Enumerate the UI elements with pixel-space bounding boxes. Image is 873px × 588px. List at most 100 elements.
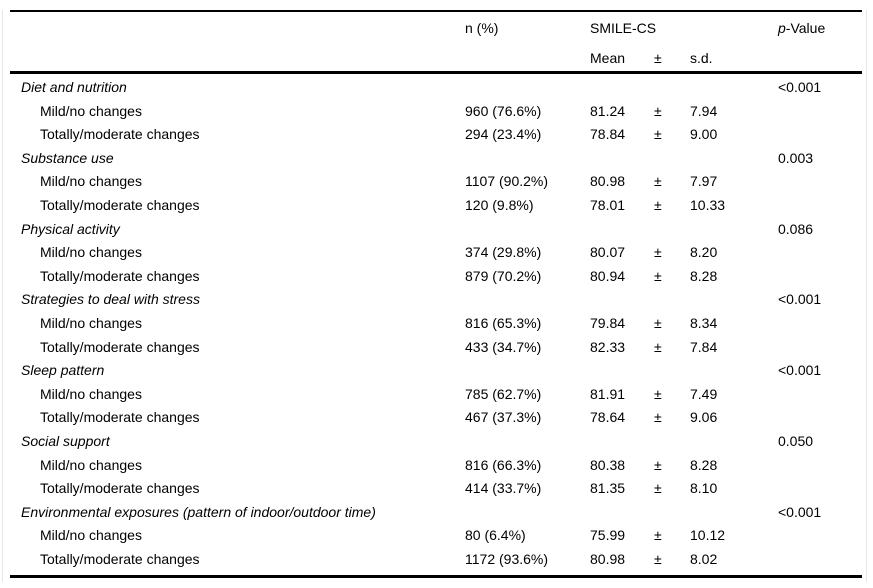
mean-value: 81.24 — [590, 102, 626, 119]
section-row: Substance use 0.003 — [0, 149, 873, 174]
n-value: 879 (70.2%) — [465, 267, 542, 284]
plus-minus-sign: ± — [654, 244, 662, 261]
section-label: Strategies to deal with stress — [21, 291, 200, 308]
p-value: <0.001 — [778, 362, 822, 379]
plus-minus-sign: ± — [654, 551, 662, 567]
column-header-group: SMILE-CS — [590, 20, 657, 36]
row-label: Totally/moderate changes — [40, 197, 200, 213]
p-value: 0.003 — [778, 149, 814, 166]
row-label: Mild/no changes — [40, 385, 142, 402]
n-value: 414 (33.7%) — [465, 480, 542, 497]
plus-minus-sign: ± — [654, 385, 662, 402]
mean-value: 80.38 — [590, 456, 626, 473]
row-label: Totally/moderate changes — [40, 409, 200, 426]
sd-value: 7.97 — [690, 173, 718, 190]
n-value: 816 (66.3%) — [465, 456, 542, 473]
column-header-n: n (%) — [465, 20, 499, 36]
data-row: Totally/moderate changes 294 (23.4%) 78.84… — [0, 127, 873, 150]
data-row: Totally/moderate changes 467 (37.3%) 78.64… — [0, 410, 873, 433]
data-row: Totally/moderate changes 433 (34.7%) 82.33… — [0, 338, 873, 363]
section-label: Diet and nutrition — [21, 79, 127, 95]
section-row: Sleep pattern <0.001 — [0, 363, 873, 386]
plus-minus-sign: ± — [654, 409, 662, 426]
section-label: Sleep pattern — [21, 362, 105, 379]
sd-value: 9.06 — [690, 409, 718, 426]
row-label: Mild/no changes — [40, 102, 142, 119]
plus-minus-sign: ± — [654, 173, 662, 190]
sd-value: 8.20 — [690, 244, 718, 261]
data-row: Totally/moderate changes 414 (33.7%) 81.35… — [0, 481, 873, 504]
row-label: Totally/moderate changes — [40, 551, 200, 567]
row-label: Totally/moderate changes — [40, 480, 200, 497]
mean-value: 80.98 — [590, 551, 626, 567]
mean-value: 82.33 — [590, 338, 626, 355]
sd-value: 8.10 — [690, 480, 718, 497]
n-value: 120 (9.8%) — [465, 197, 534, 213]
section-label: Environmental exposures (pattern of indo… — [21, 503, 376, 520]
plus-minus-sign: ± — [654, 197, 662, 213]
plus-minus-sign: ± — [654, 267, 662, 284]
n-value: 294 (23.4%) — [465, 126, 542, 143]
n-value: 80 (6.4%) — [465, 527, 526, 544]
sd-value: 7.49 — [690, 385, 718, 402]
row-label: Totally/moderate changes — [40, 267, 200, 284]
plus-minus-sign: ± — [654, 102, 662, 119]
column-header-mean: Mean — [590, 50, 626, 66]
plus-minus-sign: ± — [654, 315, 662, 331]
section-label: Social support — [21, 433, 110, 449]
row-label: Mild/no changes — [40, 244, 142, 261]
mean-value: 78.64 — [590, 409, 626, 426]
n-value: 433 (34.7%) — [465, 338, 542, 355]
sd-value: 9.00 — [690, 126, 718, 143]
plus-minus-sign: ± — [654, 527, 662, 544]
row-label: Mild/no changes — [40, 527, 142, 544]
mean-value: 80.98 — [590, 173, 626, 190]
plus-minus-sign: ± — [654, 126, 662, 143]
sd-value: 10.33 — [690, 197, 726, 213]
row-label: Totally/moderate changes — [40, 126, 200, 143]
column-header-pm: ± — [654, 50, 662, 66]
data-row: Mild/no changes 785 (62.7%) 81.91 ±7.49 — [0, 385, 873, 410]
table-header-rule — [10, 71, 862, 74]
data-row: Mild/no changes 80 (6.4%) 75.99 ±10.12 — [0, 528, 873, 551]
section-row: Strategies to deal with stress <0.001 — [0, 292, 873, 315]
mean-value: 80.94 — [590, 267, 626, 284]
row-label: Mild/no changes — [40, 173, 142, 190]
mean-value: 75.99 — [590, 527, 626, 544]
plus-minus-sign: ± — [654, 338, 662, 355]
p-value: <0.001 — [778, 79, 822, 95]
p-value: 0.086 — [778, 220, 814, 237]
n-value: 785 (62.7%) — [465, 385, 542, 402]
mean-value: 78.84 — [590, 126, 626, 143]
sd-value: 8.34 — [690, 315, 718, 331]
p-italic-letter: p — [778, 20, 786, 36]
sd-value: 7.94 — [690, 102, 718, 119]
row-label: Totally/moderate changes — [40, 338, 200, 355]
data-row: Mild/no changes 816 (66.3%) 80.38 ±8.28 — [0, 456, 873, 481]
sd-value: 8.28 — [690, 267, 718, 284]
column-header-sd: s.d. — [690, 50, 713, 66]
scan-right-edge-line — [866, 10, 867, 582]
data-row: Totally/moderate changes 879 (70.2%) 80.94… — [0, 267, 873, 292]
section-row: Environmental exposures (pattern of indo… — [0, 503, 873, 528]
sd-value: 8.28 — [690, 456, 718, 473]
data-row: Mild/no changes 374 (29.8%) 80.07 ±8.20 — [0, 245, 873, 268]
table-bottom-rule — [10, 575, 862, 578]
mean-value: 78.01 — [590, 197, 626, 213]
sd-value: 10.12 — [690, 527, 726, 544]
n-value: 467 (37.3%) — [465, 409, 542, 426]
sd-value: 7.84 — [690, 338, 718, 355]
n-value: 816 (65.3%) — [465, 315, 542, 331]
mean-value: 81.35 — [590, 480, 626, 497]
sd-value: 8.02 — [690, 551, 718, 567]
mean-value: 81.91 — [590, 385, 626, 402]
section-row: Social support 0.050 — [0, 434, 873, 457]
p-value: 0.050 — [778, 433, 814, 449]
section-row: Physical activity 0.086 — [0, 220, 873, 245]
section-row: Diet and nutrition <0.001 — [0, 80, 873, 103]
row-label: Mild/no changes — [40, 315, 142, 331]
section-label: Physical activity — [21, 220, 120, 237]
data-row: Mild/no changes 1107 (90.2%) 80.98 ±7.97 — [0, 174, 873, 197]
n-value: 1172 (93.6%) — [465, 551, 549, 567]
